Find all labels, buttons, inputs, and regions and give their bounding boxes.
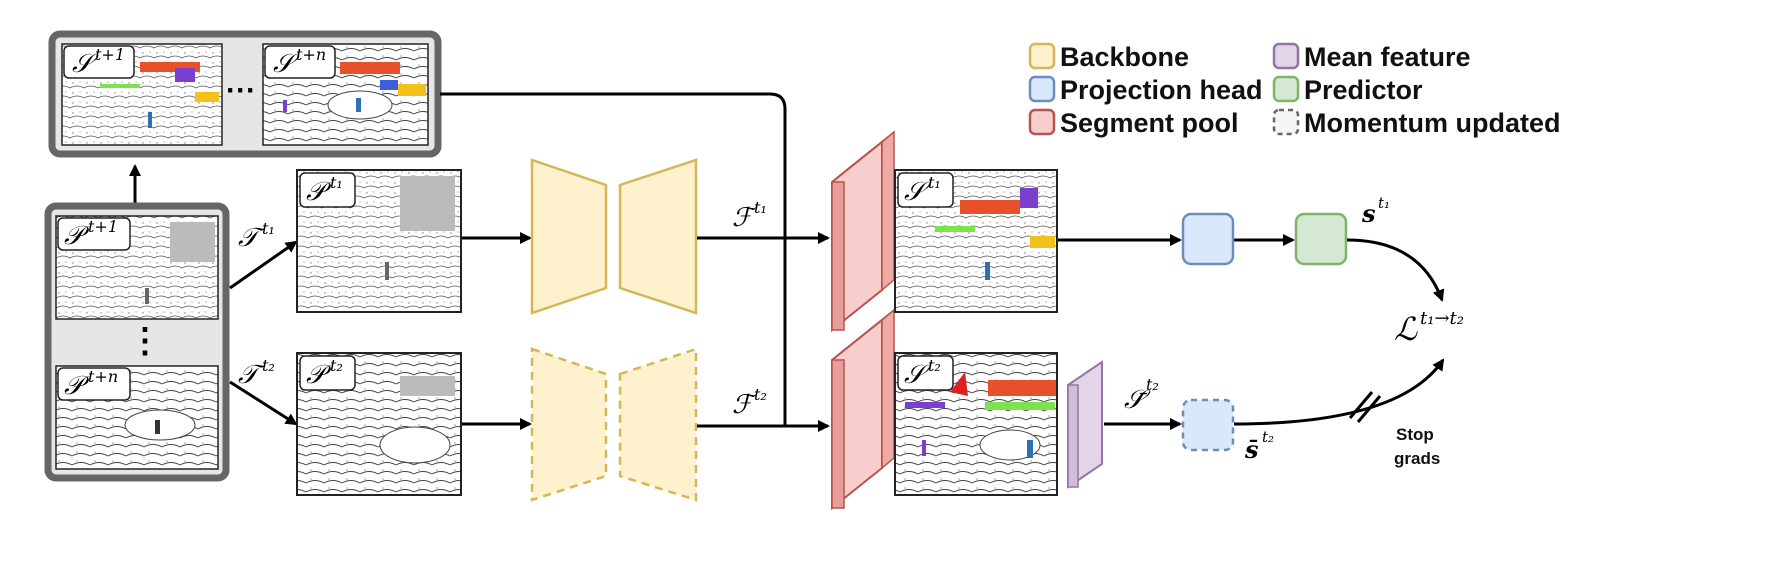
legend-label-backbone: Backbone <box>1060 42 1189 72</box>
s-future-last-sup: t+n <box>296 45 326 64</box>
s-t1-sup: t₁ <box>928 173 941 192</box>
legend-swatch-projection-head <box>1028 75 1056 103</box>
curve-online-to-loss <box>1346 238 1445 302</box>
loss-label: ℒ <box>1394 310 1418 348</box>
segment-pool-t2 <box>831 308 895 511</box>
s-future-first-sup: t+1 <box>95 45 125 64</box>
backbone-momentum <box>530 347 698 502</box>
point-scan-t-plus-n: 𝒫 t+n <box>55 365 219 470</box>
transform-t1-sup: t₁ <box>262 219 275 238</box>
legend-label-momentum-updated: Momentum updated <box>1304 108 1561 138</box>
sbar-t2-output-sup: t₂ <box>1262 428 1274 446</box>
augmented-scan-t2: 𝒫 t₂ <box>296 352 462 496</box>
legend-swatch-momentum-updated <box>1272 108 1300 136</box>
p-future-last-sup: t+n <box>88 367 118 386</box>
segment-pool-t1 <box>831 130 895 333</box>
stop-grad-mark-2 <box>1356 395 1382 423</box>
s-t2-sup: t₂ <box>928 356 941 375</box>
projection-head-momentum <box>1181 398 1235 452</box>
s-t1-output-label: s <box>1361 199 1376 228</box>
transform-t2-sup: t₂ <box>262 356 275 375</box>
legend-swatch-segment-pool <box>1028 108 1056 136</box>
future-segments-group: 𝒮 t+1 ··· 𝒮 t+n <box>48 30 442 158</box>
vertical-ellipsis: ⋮ <box>128 322 162 360</box>
future-point-clouds-group: 𝒫 t+1 ⋮ 𝒫 t+n <box>44 202 230 482</box>
feature-t2-sup: t₂ <box>754 385 767 404</box>
point-scan-t-plus-1: 𝒫 t+1 <box>55 215 219 320</box>
augmented-scan-t1: 𝒫 t₁ <box>296 169 462 313</box>
p-t1-sup: t₁ <box>330 173 343 192</box>
legend-label-mean-feature: Mean feature <box>1304 42 1471 72</box>
curve-momentum-to-loss <box>1233 358 1445 426</box>
segment-scan-t-plus-n: 𝒮 t+n <box>262 43 429 146</box>
predictor-block <box>1294 212 1348 266</box>
legend: Backbone Projection head Segment pool Me… <box>1028 42 1561 138</box>
p-future-first-sup: t+1 <box>88 217 118 236</box>
stop-grad-mark-1 <box>1348 391 1374 419</box>
connector-future-segments <box>440 92 787 426</box>
loss-sup: t₁→t₂ <box>1420 308 1464 329</box>
arrow-augment-t2 <box>229 380 298 426</box>
mean-feature-slab <box>1067 360 1103 489</box>
stop-grads-line2: grads <box>1394 449 1440 468</box>
segmented-scan-t1: 𝒮 t₁ <box>894 169 1058 313</box>
sbar-t2-sup: t₂ <box>1146 375 1159 394</box>
legend-label-segment-pool: Segment pool <box>1060 108 1239 138</box>
stop-grads-line1: Stop <box>1396 425 1434 444</box>
legend-swatch-mean-feature <box>1272 42 1300 70</box>
segment-scan-t-plus-1: 𝒮 t+1 <box>61 43 223 146</box>
legend-label-predictor: Predictor <box>1304 75 1423 105</box>
sbar-t2-output-label: s̄ <box>1244 435 1259 464</box>
p-t2-sup: t₂ <box>330 356 343 375</box>
feature-t1-sup: t₁ <box>754 198 767 217</box>
legend-swatch-predictor <box>1272 75 1300 103</box>
legend-label-projection-head: Projection head <box>1060 75 1263 105</box>
s-t1-output-sup: t₁ <box>1378 194 1390 212</box>
horizontal-ellipsis: ··· <box>226 74 256 107</box>
arrow-augment-t1 <box>229 240 298 290</box>
projection-head-online <box>1181 212 1235 266</box>
backbone-online <box>530 158 698 315</box>
legend-swatch-backbone <box>1028 42 1056 70</box>
segmented-scan-t2: 𝒮 t₂ <box>894 352 1058 496</box>
